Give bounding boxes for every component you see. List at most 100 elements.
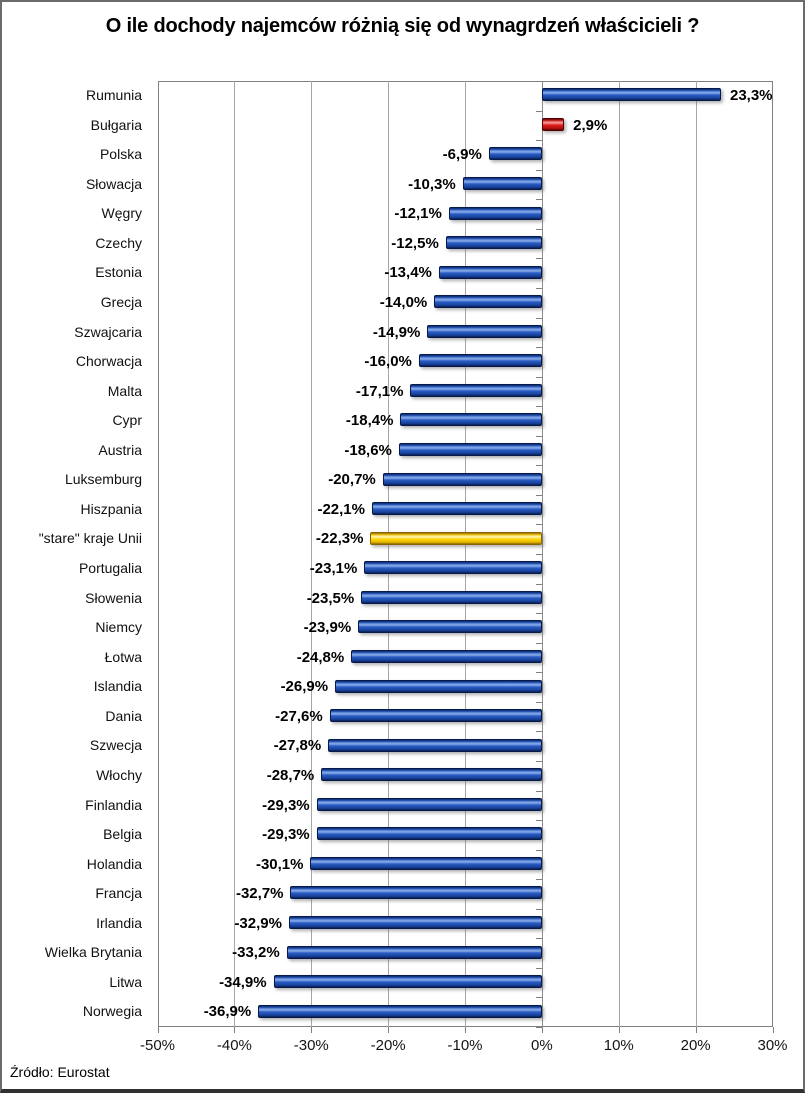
- x-axis-tick-label: 30%: [757, 1037, 788, 1054]
- bar: [335, 679, 542, 693]
- bar: [364, 561, 542, 575]
- category-axis-tick: [535, 583, 542, 585]
- category-label: Norwegia: [82, 1003, 142, 1020]
- gridline: [388, 81, 390, 1027]
- chart-row: Grecja -14,0%: [2, 288, 803, 318]
- category-label: Łotwa: [104, 648, 142, 665]
- value-label: -32,7%: [235, 885, 284, 903]
- chart-row: Luksemburg -20,7%: [2, 465, 803, 495]
- bar: [286, 945, 542, 959]
- value-label: -29,3%: [262, 796, 310, 814]
- category-axis-tick: [535, 435, 542, 437]
- bar: [448, 206, 542, 220]
- value-label: -32,9%: [234, 914, 282, 932]
- category-axis-tick: [535, 287, 542, 289]
- category-axis-tick: [535, 406, 542, 408]
- category-axis-tick: [535, 317, 542, 319]
- x-axis-tick-label: 0%: [531, 1037, 553, 1054]
- bar: [382, 472, 542, 486]
- category-axis-tick: [535, 938, 542, 940]
- bar: [434, 295, 542, 309]
- category-axis-tick: [535, 228, 542, 230]
- bar: [488, 147, 542, 161]
- category-axis-tick: [535, 554, 542, 555]
- bar: [316, 827, 542, 841]
- x-axis-tick: [465, 1027, 466, 1033]
- category-label: Hiszpania: [80, 500, 142, 517]
- category-label: Dania: [105, 707, 142, 724]
- chart-row: Węgry -12,1%: [2, 199, 803, 229]
- category-axis-tick: [535, 967, 542, 969]
- bar: [288, 916, 542, 930]
- category-label: "stare" kraje Unii: [38, 530, 142, 547]
- category-axis-tick: [535, 642, 542, 644]
- category-axis-tick: [535, 997, 542, 999]
- chart-row: Łotwa -24,8%: [2, 643, 803, 673]
- bar: [410, 383, 542, 397]
- value-label: -18,6%: [344, 441, 392, 459]
- value-label: -14,0%: [379, 293, 428, 311]
- bar: [398, 443, 542, 457]
- category-axis-tick: [535, 140, 542, 142]
- category-label: Portugalia: [78, 560, 142, 576]
- x-axis-tick: [695, 1027, 697, 1033]
- bar: [418, 354, 542, 368]
- chart-row: Szwajcaria -14,9%: [2, 318, 803, 348]
- bar: [438, 265, 542, 279]
- category-axis-tick: [535, 494, 542, 496]
- gridline: [465, 81, 466, 1027]
- value-label: -22,3%: [315, 530, 364, 548]
- value-label: -33,2%: [232, 944, 280, 962]
- chart-row: Finlandia -29,3%: [2, 791, 803, 821]
- category-axis-tick: [535, 110, 542, 112]
- category-label: Czechy: [95, 234, 142, 251]
- category-axis-tick: [535, 701, 542, 703]
- bar: [400, 413, 542, 427]
- value-label: -13,4%: [384, 264, 432, 282]
- value-label: -16,0%: [364, 353, 412, 371]
- chart-row: Francja -32,7%: [2, 879, 803, 909]
- category-axis-tick: [535, 908, 542, 910]
- gridline: [618, 81, 620, 1027]
- category-axis-tick: [535, 790, 542, 792]
- x-axis-tick: [388, 1027, 390, 1033]
- chart-row: Czechy -12,5%: [2, 229, 803, 259]
- bar: [462, 176, 542, 190]
- category-axis-tick: [535, 169, 542, 171]
- bar: [273, 975, 542, 989]
- bar: [358, 620, 542, 634]
- gridline: [311, 81, 313, 1027]
- bar: [370, 531, 542, 545]
- chart-row: Rumunia 23,3%: [2, 81, 803, 111]
- category-label: Islandia: [93, 678, 142, 695]
- category-label: Niemcy: [95, 619, 142, 636]
- category-label: Cypr: [112, 412, 142, 429]
- category-axis-tick: [535, 81, 542, 82]
- gridline: [695, 81, 697, 1027]
- chart-row: Bułgaria 2,9%: [2, 111, 803, 141]
- category-axis-tick: [535, 760, 542, 762]
- value-label: -12,5%: [391, 234, 439, 252]
- x-axis-tick: [234, 1027, 236, 1033]
- chart-row: Estonia -13,4%: [2, 258, 803, 288]
- x-axis-tick-label: -10%: [447, 1037, 483, 1054]
- category-axis-tick: [535, 731, 542, 733]
- value-label: -14,9%: [372, 323, 421, 341]
- category-label: Malta: [107, 382, 142, 399]
- category-label: Polska: [99, 146, 142, 163]
- category-label: Włochy: [96, 766, 142, 783]
- chart-row: Portugalia -23,1%: [2, 554, 803, 584]
- category-label: Szwajcaria: [74, 323, 142, 340]
- value-label: -23,5%: [306, 589, 355, 607]
- chart-row: Islandia -26,9%: [2, 672, 803, 702]
- value-label: -6,9%: [442, 146, 482, 164]
- category-label: Holandia: [86, 855, 142, 872]
- bar: [321, 768, 542, 782]
- value-label: -36,9%: [203, 1003, 252, 1021]
- bar: [310, 856, 542, 870]
- chart-row: Włochy -28,7%: [2, 761, 803, 791]
- category-label: Słowacja: [85, 175, 142, 192]
- category-label: Estonia: [95, 264, 142, 281]
- chart-row: Holandia -30,1%: [2, 850, 803, 880]
- bar: [329, 709, 542, 723]
